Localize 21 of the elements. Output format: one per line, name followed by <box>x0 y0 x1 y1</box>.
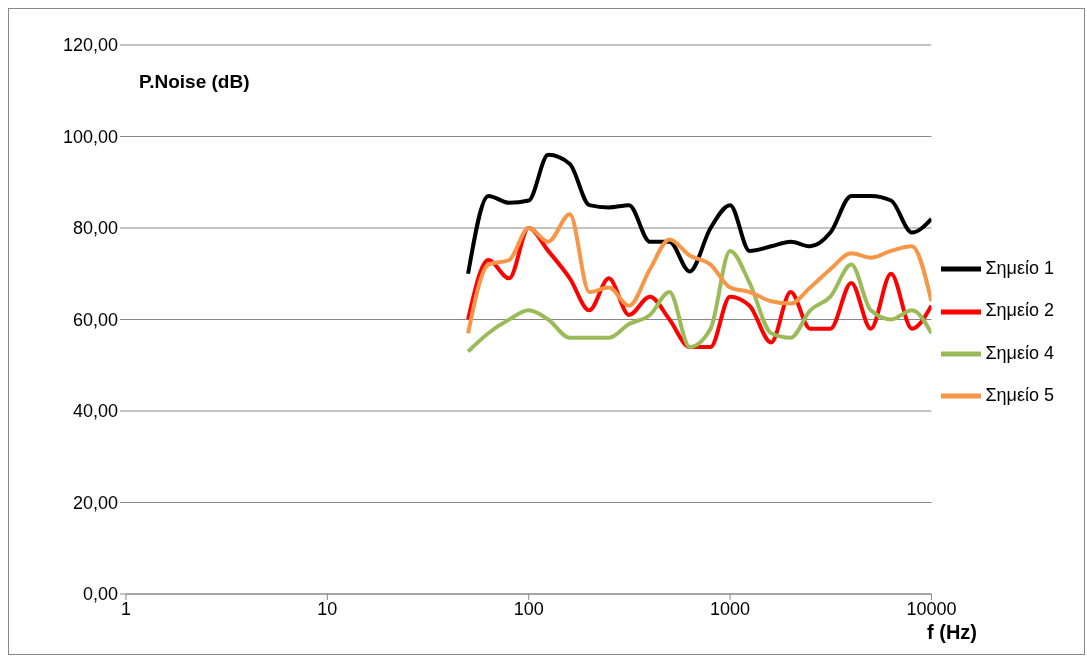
legend-label: Σημείο 1 <box>985 258 1054 278</box>
legend-label: Σημείο 2 <box>985 300 1054 321</box>
y-tick-label: 20,00 <box>72 492 118 513</box>
y-tick-label: 100,00 <box>62 126 118 147</box>
y-axis-title: P.Noise (dB) <box>139 71 250 93</box>
x-tick-label: 10000 <box>906 598 957 619</box>
legend-label: Σημείο 4 <box>985 342 1054 363</box>
x-tick-label: 1000 <box>710 598 751 619</box>
legend-label: Σημείο 5 <box>985 384 1054 405</box>
line-series <box>466 152 932 276</box>
y-tick-label: 80,00 <box>72 218 118 239</box>
x-tick-label: 1 <box>120 598 132 619</box>
line-series <box>466 212 932 336</box>
y-tick-label: 0,00 <box>82 584 118 605</box>
y-tick-label: 60,00 <box>72 309 118 330</box>
x-tick-label: 100 <box>513 598 544 619</box>
y-tick-label: 120,00 <box>62 35 118 56</box>
x-axis-title: f (Hz) <box>927 621 977 644</box>
x-tick-label: 10 <box>317 598 338 619</box>
line-series <box>466 248 932 354</box>
y-tick-label: 40,00 <box>72 401 118 422</box>
